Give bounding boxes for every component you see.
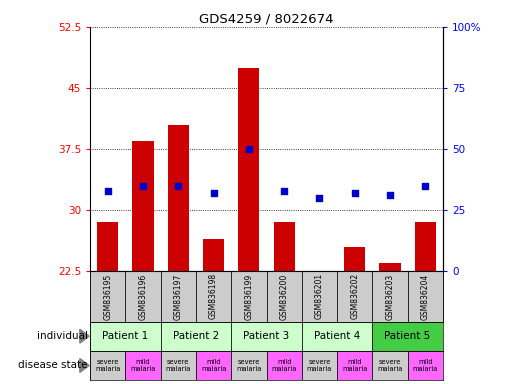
Bar bbox=[126, 271, 161, 321]
Bar bbox=[408, 351, 443, 380]
Bar bbox=[372, 351, 408, 380]
Bar bbox=[168, 125, 189, 271]
Text: GSM836201: GSM836201 bbox=[315, 273, 324, 319]
Bar bbox=[90, 351, 126, 380]
Text: Patient 4: Patient 4 bbox=[314, 331, 360, 341]
Bar bbox=[267, 271, 302, 321]
Text: GSM836198: GSM836198 bbox=[209, 273, 218, 319]
Text: GSM836199: GSM836199 bbox=[245, 273, 253, 319]
Text: GSM836204: GSM836204 bbox=[421, 273, 430, 319]
Bar bbox=[97, 222, 118, 271]
Bar bbox=[337, 271, 372, 321]
Bar bbox=[90, 321, 161, 351]
Text: Patient 3: Patient 3 bbox=[244, 331, 289, 341]
Bar bbox=[161, 271, 196, 321]
Bar bbox=[90, 271, 126, 321]
Text: mild
malaria: mild malaria bbox=[342, 359, 367, 372]
Text: severe
malaria: severe malaria bbox=[166, 359, 191, 372]
Bar bbox=[302, 321, 372, 351]
Bar bbox=[231, 271, 267, 321]
Bar bbox=[161, 351, 196, 380]
Bar bbox=[372, 271, 408, 321]
Text: GSM836197: GSM836197 bbox=[174, 273, 183, 319]
Point bbox=[421, 183, 430, 189]
Bar bbox=[196, 351, 231, 380]
Text: GSM836195: GSM836195 bbox=[104, 273, 112, 319]
Point bbox=[351, 190, 359, 196]
Bar bbox=[372, 321, 443, 351]
Title: GDS4259 / 8022674: GDS4259 / 8022674 bbox=[199, 13, 334, 26]
Text: GSM836200: GSM836200 bbox=[280, 273, 288, 319]
Bar bbox=[380, 263, 401, 271]
Point bbox=[174, 183, 182, 189]
Text: mild
malaria: mild malaria bbox=[130, 359, 156, 372]
Bar bbox=[132, 141, 153, 271]
Text: GSM836196: GSM836196 bbox=[139, 273, 147, 319]
Point bbox=[280, 187, 288, 194]
Text: mild
malaria: mild malaria bbox=[271, 359, 297, 372]
Bar bbox=[344, 247, 365, 271]
Text: severe
malaria: severe malaria bbox=[377, 359, 403, 372]
Text: Patient 1: Patient 1 bbox=[102, 331, 148, 341]
Bar bbox=[126, 351, 161, 380]
Bar bbox=[267, 351, 302, 380]
Point bbox=[386, 192, 394, 199]
Point bbox=[315, 195, 323, 201]
Point bbox=[104, 187, 112, 194]
Text: GSM836203: GSM836203 bbox=[386, 273, 394, 319]
Text: severe
malaria: severe malaria bbox=[95, 359, 121, 372]
Bar bbox=[196, 271, 231, 321]
Text: GSM836202: GSM836202 bbox=[350, 273, 359, 319]
Bar bbox=[161, 321, 231, 351]
Bar bbox=[203, 239, 224, 271]
Bar bbox=[302, 351, 337, 380]
Bar bbox=[231, 351, 267, 380]
Bar bbox=[273, 222, 295, 271]
Bar bbox=[231, 321, 302, 351]
Point bbox=[139, 183, 147, 189]
Bar bbox=[415, 222, 436, 271]
Point bbox=[245, 146, 253, 152]
Bar bbox=[408, 271, 443, 321]
Text: mild
malaria: mild malaria bbox=[201, 359, 226, 372]
Text: mild
malaria: mild malaria bbox=[413, 359, 438, 372]
Text: disease state: disease state bbox=[18, 361, 88, 371]
Text: individual: individual bbox=[37, 331, 88, 341]
Bar bbox=[302, 271, 337, 321]
Bar bbox=[238, 68, 260, 271]
Text: severe
malaria: severe malaria bbox=[307, 359, 332, 372]
Text: Patient 2: Patient 2 bbox=[173, 331, 219, 341]
Bar bbox=[337, 351, 372, 380]
Point bbox=[210, 190, 218, 196]
Text: severe
malaria: severe malaria bbox=[236, 359, 262, 372]
Text: Patient 5: Patient 5 bbox=[385, 331, 431, 341]
Bar bbox=[309, 271, 330, 274]
